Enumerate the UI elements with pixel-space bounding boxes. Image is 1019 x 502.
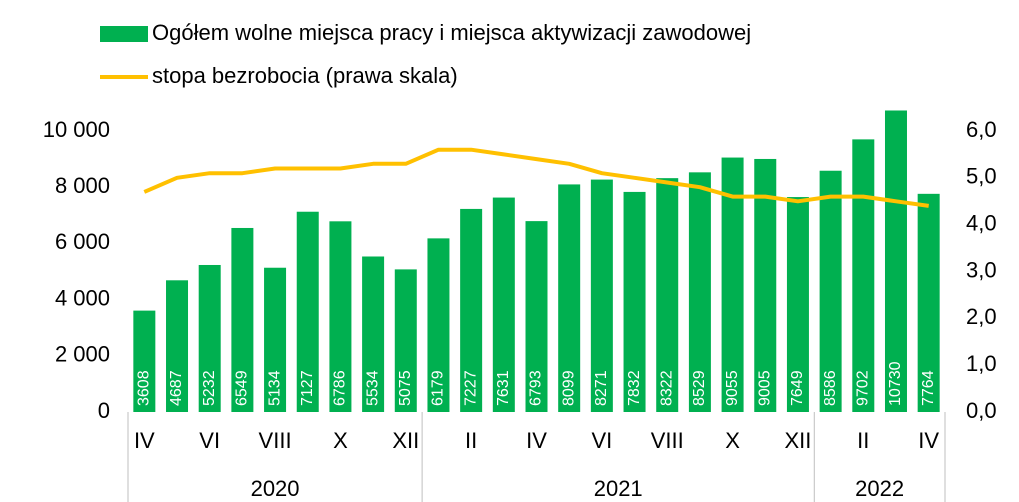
x-tick-label: IV (134, 428, 155, 453)
x-group-label: 2020 (251, 476, 300, 501)
x-tick-label: IV (526, 428, 547, 453)
bar (688, 172, 711, 412)
x-tick-label: II (857, 428, 869, 453)
x-tick-label: XII (392, 428, 419, 453)
bar (754, 158, 777, 412)
x-tick-label: XII (784, 428, 811, 453)
value-label: 3608 (136, 370, 153, 406)
value-label: 10730 (887, 361, 904, 406)
bar (525, 221, 548, 412)
bar (166, 280, 189, 412)
y-tick-label: 6 000 (55, 229, 110, 254)
bar (656, 178, 679, 412)
bar (231, 227, 254, 412)
value-label: 7631 (495, 370, 512, 406)
legend-swatch (100, 26, 148, 42)
bar (394, 269, 417, 412)
x-group-label: 2021 (594, 476, 643, 501)
y-tick-label: 4 000 (55, 285, 110, 310)
value-label: 5134 (266, 370, 283, 406)
y-tick-label: 2 000 (55, 342, 110, 367)
x-tick-label: IV (918, 428, 939, 453)
bar (296, 211, 319, 412)
value-label: 4687 (168, 370, 185, 406)
line (143, 147, 929, 208)
bar (786, 197, 809, 412)
bar (492, 197, 515, 412)
y2-tick-label: 3,0 (966, 257, 997, 282)
bar (884, 110, 907, 412)
value-label: 8586 (822, 370, 839, 406)
x-tick-label: X (725, 428, 740, 453)
y2-tick-label: 4,0 (966, 210, 997, 235)
bar (264, 267, 287, 412)
value-label: 7127 (299, 370, 316, 406)
y2-tick-label: 2,0 (966, 304, 997, 329)
x-tick-label: X (333, 428, 348, 453)
bar (623, 191, 646, 412)
value-label: 8271 (593, 370, 610, 406)
y2-tick-label: 0,0 (966, 398, 997, 423)
y2-tick-label: 5,0 (966, 164, 997, 189)
value-label: 7227 (462, 370, 479, 406)
bar (721, 157, 744, 412)
bar (133, 310, 156, 412)
value-label: 7764 (920, 370, 937, 406)
value-label: 7832 (626, 370, 643, 406)
value-label: 6786 (332, 370, 349, 406)
bar (329, 221, 352, 412)
y-tick-label: 10 000 (43, 117, 110, 142)
value-label: 5232 (201, 370, 218, 406)
bar (852, 139, 875, 413)
y2-tick-label: 6,0 (966, 117, 997, 142)
bar (590, 179, 613, 412)
value-label: 8529 (691, 370, 708, 406)
bar (558, 184, 581, 412)
y-tick-label: 8 000 (55, 173, 110, 198)
bar (917, 193, 940, 412)
value-label: 7649 (789, 370, 806, 406)
legend-label: stopa bezrobocia (prawa skala) (152, 63, 458, 88)
bar (819, 170, 842, 412)
x-tick-label: VI (199, 428, 220, 453)
value-label: 5075 (397, 370, 414, 406)
bar (362, 256, 385, 412)
value-label: 5534 (364, 370, 381, 406)
value-label: 8322 (658, 370, 675, 406)
x-tick-label: VIII (651, 428, 684, 453)
legend-label: Ogółem wolne miejsca pracy i miejsca akt… (152, 20, 751, 45)
x-tick-label: II (465, 428, 477, 453)
x-tick-label: VI (591, 428, 612, 453)
value-label: 6793 (528, 370, 545, 406)
value-label: 9005 (756, 370, 773, 406)
x-tick-label: VIII (259, 428, 292, 453)
y-tick-label: 0 (98, 398, 110, 423)
value-label: 9055 (724, 370, 741, 406)
x-group-label: 2022 (855, 476, 904, 501)
y2-tick-label: 1,0 (966, 351, 997, 376)
bar (460, 208, 483, 412)
value-label: 8099 (560, 370, 577, 406)
value-label: 6549 (234, 370, 251, 406)
value-label: 9702 (855, 370, 872, 406)
bar (198, 264, 221, 412)
value-label: 6179 (430, 370, 447, 406)
bar (427, 238, 450, 412)
